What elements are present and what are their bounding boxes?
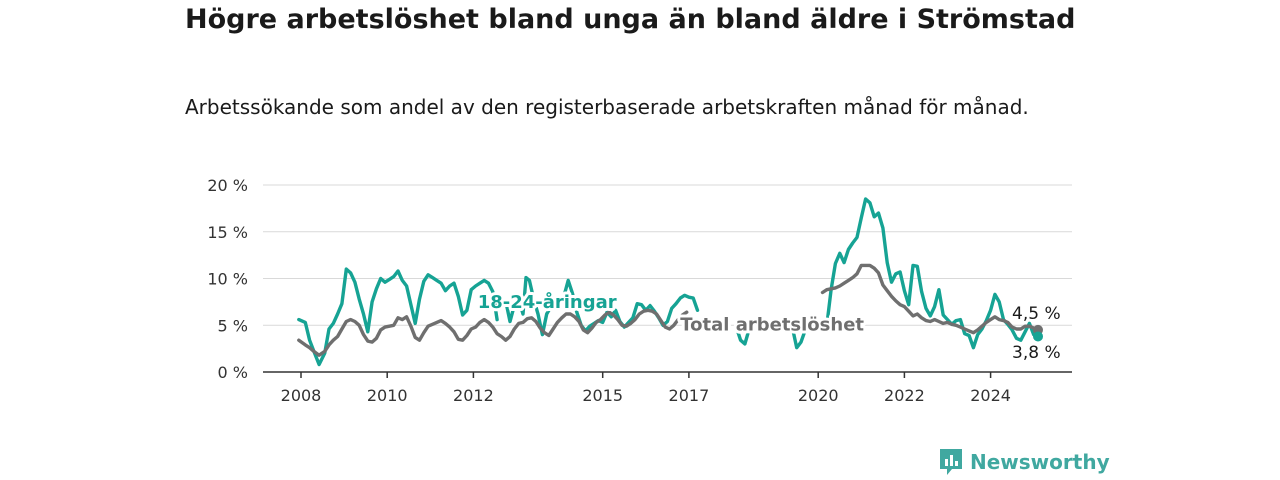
x-tick-label: 2020: [798, 386, 839, 405]
newsworthy-logo-icon: [940, 449, 962, 475]
x-tick-label: 2024: [970, 386, 1011, 405]
series-label-total-halo: Total arbetslöshet: [680, 314, 864, 335]
series-youth-line: [734, 325, 751, 346]
x-tick-label: 2012: [453, 386, 494, 405]
series-youth-line: [790, 197, 1040, 350]
series-label-youth-halo: 18-24-åringar: [478, 291, 617, 313]
chart-subtitle: Arbetssökande som andel av den registerb…: [185, 95, 1029, 119]
brand-logo: Newsworthy: [938, 448, 1110, 476]
x-tick-label: 2010: [367, 386, 408, 405]
y-tick-label: 15 %: [207, 223, 248, 242]
series-youth-end-marker: [1033, 331, 1044, 342]
end-label-youth: 3,8 %: [1012, 343, 1061, 363]
x-tick-label: 2008: [281, 386, 322, 405]
chart-title: Högre arbetslöshet bland unga än bland ä…: [185, 4, 1076, 35]
series-youth-line: [297, 267, 499, 367]
y-tick-label: 10 %: [207, 270, 248, 289]
y-tick-label: 20 %: [207, 176, 248, 195]
y-tick-label: 5 %: [218, 316, 248, 335]
series-total-line: [297, 308, 689, 357]
end-label-youth-halo: 3,8 %: [1012, 343, 1061, 363]
series-label-youth: 18-24-åringar: [478, 291, 617, 313]
end-label-total-halo: 4,5 %: [1012, 304, 1061, 324]
x-tick-label: 2022: [884, 386, 925, 405]
brand-name: Newsworthy: [970, 450, 1110, 474]
series-label-total: Total arbetslöshet: [680, 314, 864, 335]
x-tick-label: 2017: [669, 386, 710, 405]
x-tick-label: 2015: [582, 386, 623, 405]
y-tick-label: 0 %: [218, 363, 248, 382]
end-label-total: 4,5 %: [1012, 304, 1061, 324]
series-total-line: [820, 263, 1040, 335]
